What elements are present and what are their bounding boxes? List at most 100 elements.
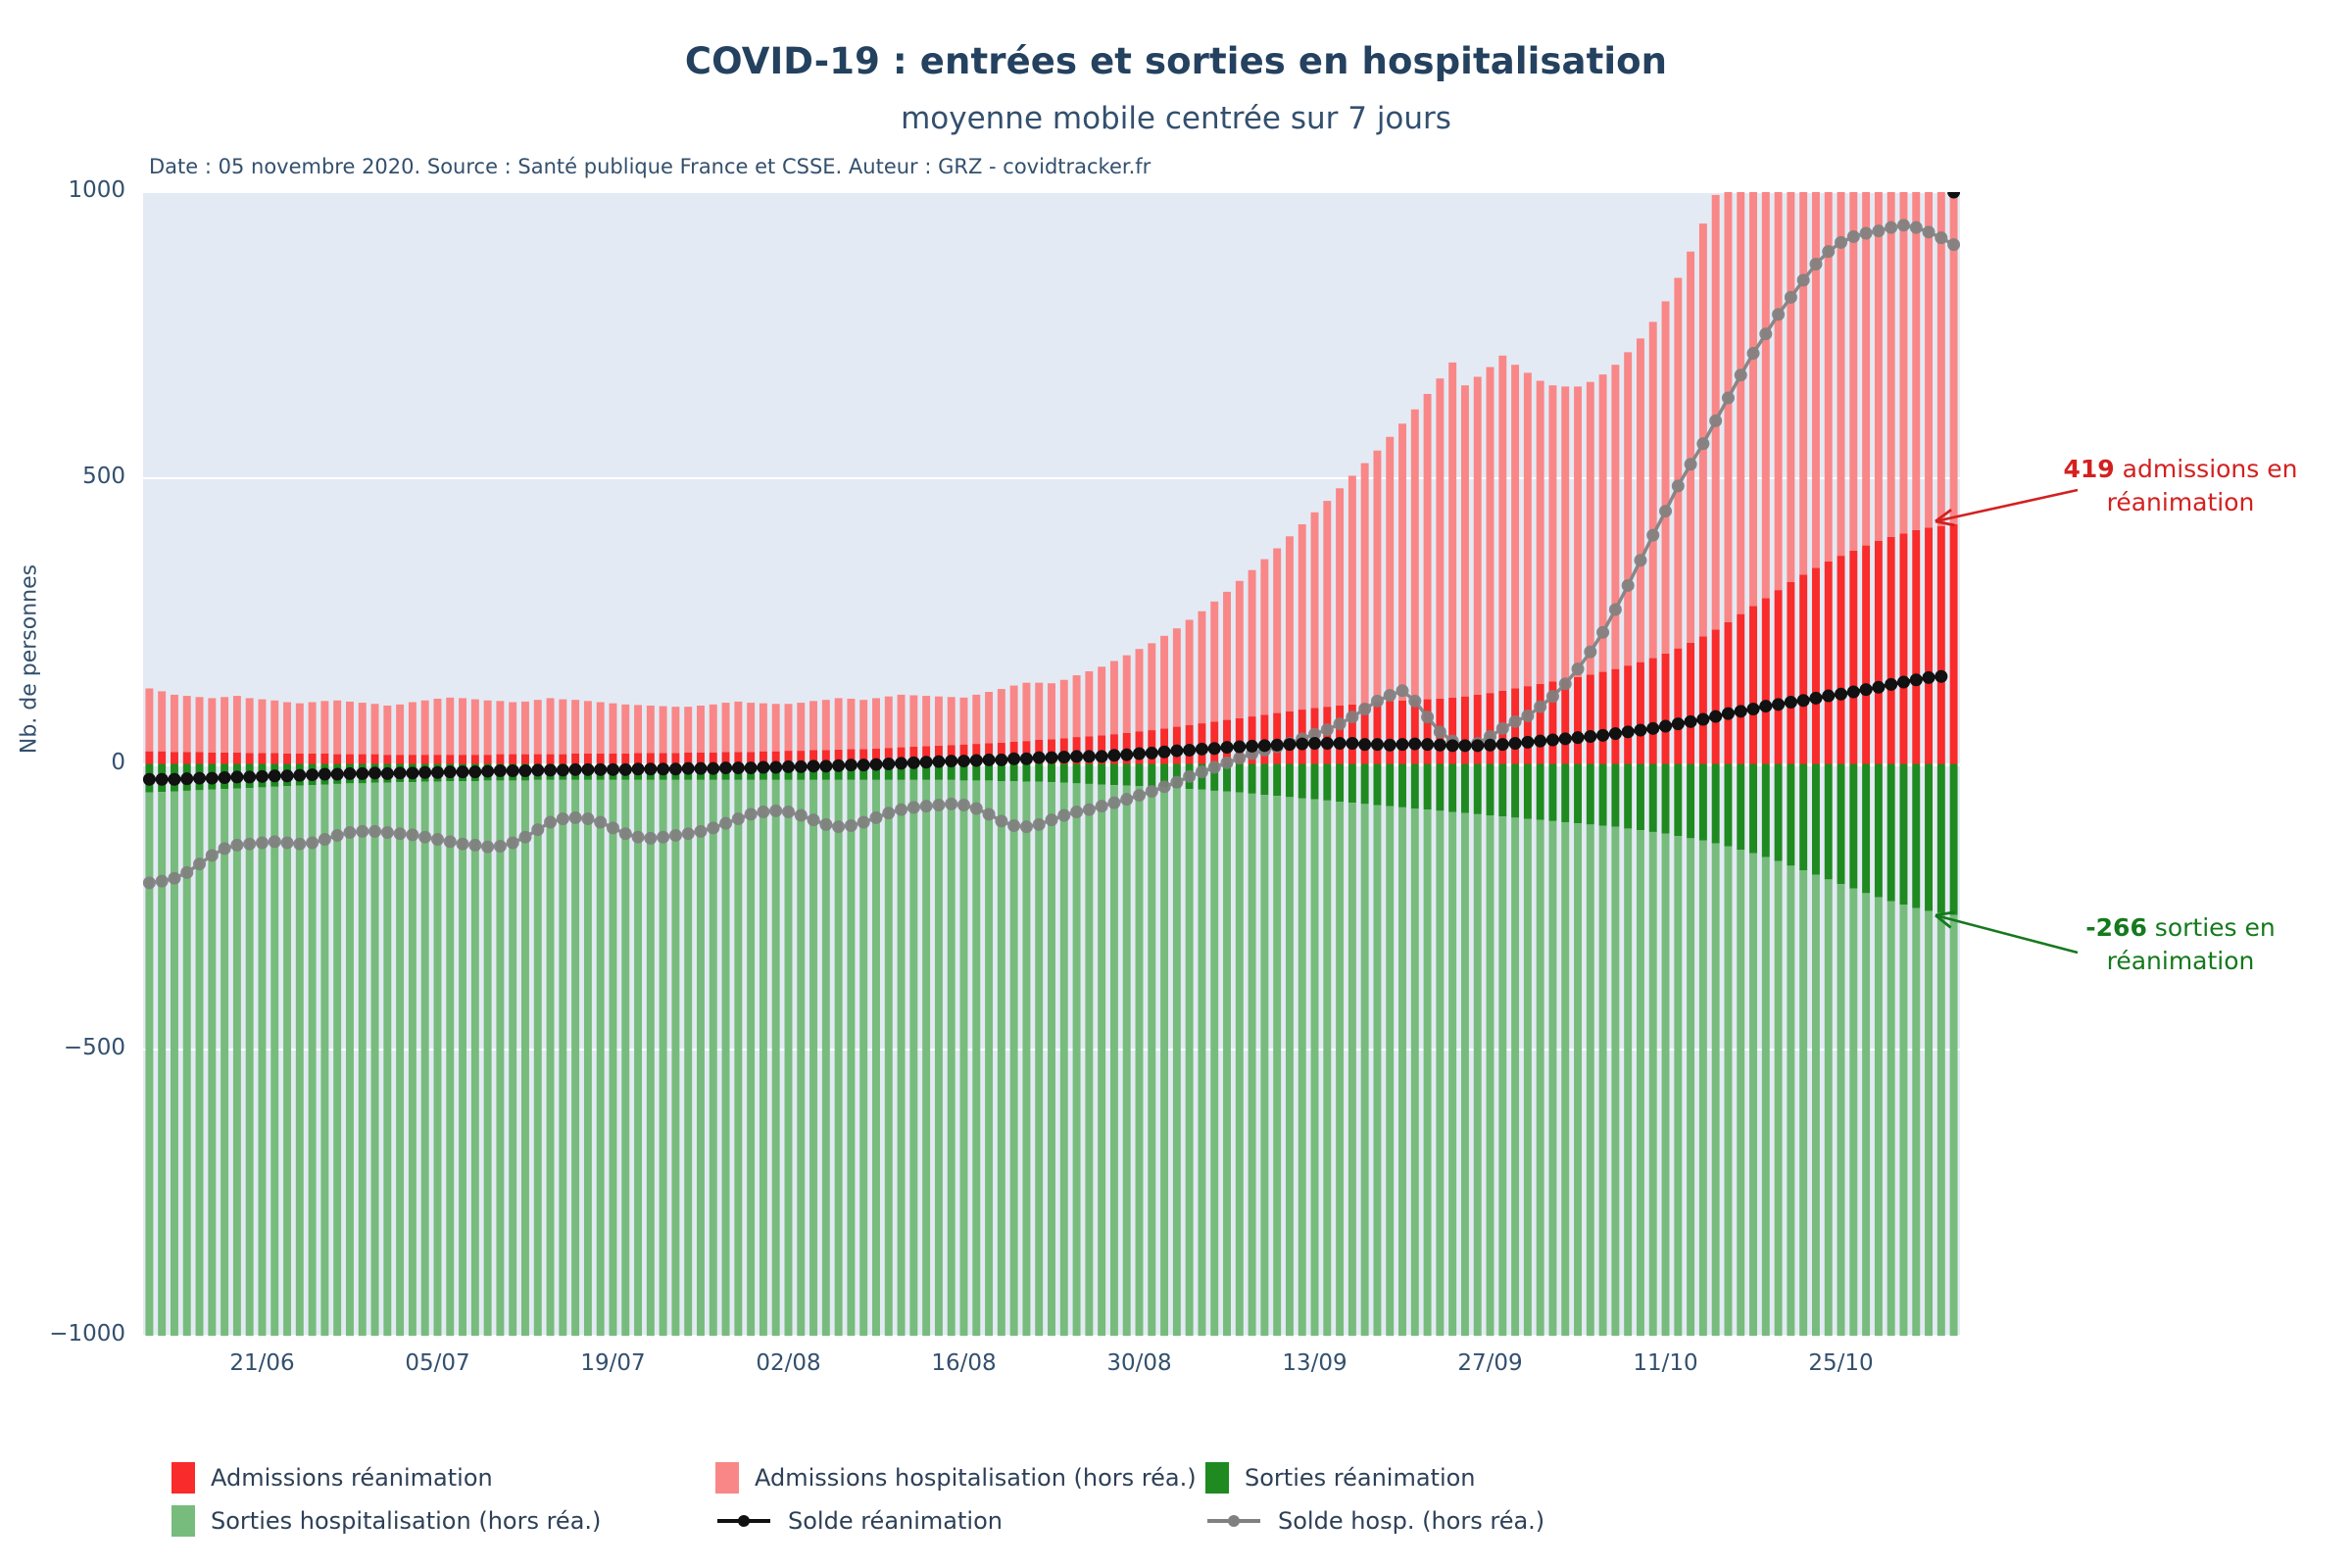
line-marker bbox=[180, 865, 194, 879]
bar-segment bbox=[1473, 694, 1482, 764]
line-marker bbox=[1545, 733, 1559, 747]
bar-segment bbox=[1899, 905, 1908, 1336]
bar-segment bbox=[959, 780, 968, 1336]
bar-segment bbox=[1160, 635, 1169, 729]
line-marker bbox=[794, 760, 808, 773]
line-marker bbox=[769, 804, 783, 817]
line-marker bbox=[393, 827, 407, 841]
legend-item[interactable]: Sorties hospitalisation (hors réa.) bbox=[172, 1505, 715, 1537]
line-marker bbox=[1032, 751, 1046, 764]
bar-segment bbox=[308, 785, 317, 1336]
bar-segment bbox=[320, 784, 329, 1336]
bar-segment bbox=[559, 754, 567, 764]
bar-segment bbox=[721, 779, 730, 1336]
bar-segment bbox=[1122, 763, 1131, 786]
bar-segment bbox=[1498, 763, 1507, 817]
bar-segment bbox=[1761, 763, 1770, 858]
line-marker bbox=[657, 830, 670, 844]
bar-segment bbox=[521, 701, 529, 755]
line-marker bbox=[506, 836, 519, 850]
bar-segment bbox=[1586, 763, 1594, 825]
bar-segment bbox=[1386, 763, 1395, 807]
legend-swatch-icon bbox=[1205, 1462, 1229, 1494]
line-marker bbox=[531, 823, 545, 837]
bar-segment bbox=[1336, 488, 1345, 706]
bar-segment bbox=[1386, 436, 1395, 702]
line-marker bbox=[719, 816, 733, 830]
bar-segment bbox=[1611, 826, 1620, 1336]
legend-item[interactable]: Solde hosp. (hors réa.) bbox=[1205, 1507, 1715, 1535]
bar-segment bbox=[922, 779, 931, 1336]
line-marker bbox=[1571, 731, 1585, 745]
y-tick-label: −500 bbox=[63, 1035, 125, 1061]
bar-segment bbox=[596, 702, 605, 754]
bar-segment bbox=[1687, 838, 1695, 1336]
line-marker bbox=[1433, 738, 1446, 752]
bar-segment bbox=[1787, 763, 1795, 866]
gridline-1000 bbox=[143, 191, 1960, 193]
bar-segment bbox=[1059, 763, 1068, 783]
annotation-admissions-reanimation: 419 admissions en réanimation bbox=[2048, 453, 2313, 519]
legend-label: Sorties hospitalisation (hors réa.) bbox=[211, 1507, 602, 1535]
bar-segment bbox=[1874, 897, 1883, 1336]
bar-segment bbox=[1698, 763, 1707, 841]
line-marker bbox=[1408, 737, 1422, 751]
bar-segment bbox=[533, 700, 542, 755]
legend-label: Admissions hospitalisation (hors réa.) bbox=[755, 1464, 1197, 1492]
bar-segment bbox=[1536, 380, 1544, 684]
bar-segment bbox=[997, 763, 1005, 781]
legend-label: Sorties réanimation bbox=[1245, 1464, 1476, 1492]
bar-segment bbox=[171, 791, 178, 1336]
bar-segment bbox=[571, 700, 580, 754]
bar-segment bbox=[1072, 675, 1081, 738]
line-marker bbox=[1634, 723, 1647, 737]
bar-segment bbox=[1837, 763, 1845, 885]
bar-segment bbox=[1774, 860, 1783, 1336]
bar-segment bbox=[1912, 907, 1921, 1336]
bar-segment bbox=[1586, 674, 1594, 764]
line-marker bbox=[1759, 700, 1773, 713]
bar-segment bbox=[821, 779, 830, 1336]
line-marker bbox=[1885, 677, 1898, 691]
line-marker bbox=[1358, 738, 1372, 752]
plot-area bbox=[143, 191, 1960, 1337]
bar-segment bbox=[1598, 374, 1607, 672]
bar-segment bbox=[1711, 194, 1720, 630]
line-marker bbox=[481, 840, 495, 854]
line-marker bbox=[857, 759, 870, 772]
bar-segment bbox=[709, 779, 717, 1336]
line-marker bbox=[1709, 710, 1723, 723]
bar-segment bbox=[646, 705, 655, 754]
bar-segment bbox=[358, 703, 367, 755]
line-marker bbox=[1896, 675, 1910, 689]
line-marker bbox=[1057, 751, 1071, 763]
line-marker bbox=[531, 763, 545, 777]
bar-segment bbox=[1410, 700, 1419, 764]
bar-segment bbox=[859, 749, 868, 764]
line-marker bbox=[707, 761, 720, 775]
line-marker bbox=[1659, 719, 1673, 733]
bar-segment bbox=[546, 754, 555, 764]
line-marker bbox=[819, 817, 833, 831]
legend-item[interactable]: Solde réanimation bbox=[715, 1507, 1205, 1535]
legend-item[interactable]: Admissions hospitalisation (hors réa.) bbox=[715, 1462, 1205, 1494]
line-marker bbox=[356, 766, 369, 780]
bar-segment bbox=[182, 752, 191, 764]
bar-segment bbox=[784, 751, 793, 764]
line-marker bbox=[744, 761, 758, 775]
bar-segment bbox=[245, 753, 254, 764]
bar-segment bbox=[1210, 790, 1219, 1336]
bar-segment bbox=[1912, 192, 1921, 530]
legend-item[interactable]: Sorties réanimation bbox=[1205, 1462, 1715, 1494]
legend-item[interactable]: Admissions réanimation bbox=[172, 1462, 715, 1494]
bar-segment bbox=[1724, 846, 1733, 1336]
bar-segment bbox=[232, 752, 241, 764]
bar-segment bbox=[1160, 763, 1169, 788]
bar-segment bbox=[1210, 601, 1219, 722]
bar-segment bbox=[1749, 763, 1757, 854]
bar-segment bbox=[609, 703, 617, 754]
bar-segment bbox=[232, 788, 241, 1336]
line-marker bbox=[268, 835, 281, 849]
bar-segment bbox=[771, 779, 780, 1336]
bar-segment bbox=[1423, 809, 1432, 1336]
